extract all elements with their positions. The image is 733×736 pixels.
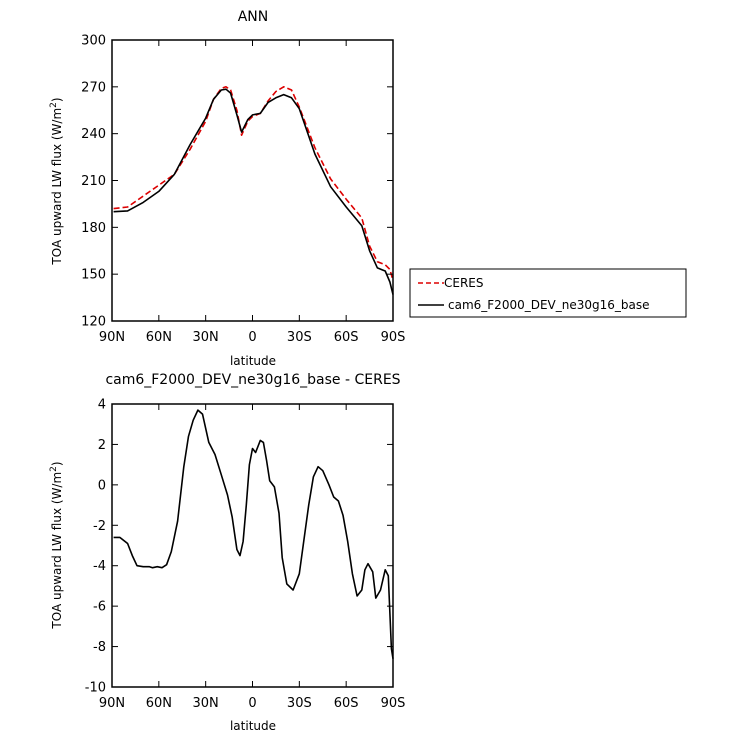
y-tick-label: -8 xyxy=(93,640,106,655)
top-y-ticks: 120 150 180 210 240 270 300 xyxy=(81,34,393,330)
x-tick-label: 30S xyxy=(287,330,312,345)
y-tick-label: 2 xyxy=(98,438,106,453)
series-line-0-0 xyxy=(113,86,394,281)
x-tick-label: 90S xyxy=(381,696,406,711)
y-tick-label: 180 xyxy=(81,221,106,236)
legend-box xyxy=(409,268,687,318)
x-tick-label: 0 xyxy=(248,330,256,345)
x-tick-label: 60S xyxy=(334,330,359,345)
y-tick-label: 150 xyxy=(81,268,106,283)
x-tick-label: 30S xyxy=(287,696,312,711)
top-chart-title: ANN xyxy=(238,9,269,25)
x-tick-label: 90N xyxy=(99,330,125,345)
y-tick-label: 240 xyxy=(81,127,106,142)
y-tick-label: 4 xyxy=(98,398,106,413)
bottom-plot-frame xyxy=(111,403,394,688)
x-tick-label: 0 xyxy=(248,696,256,711)
x-tick-label: 60N xyxy=(146,696,172,711)
series-line-1-0 xyxy=(113,409,394,659)
y-tick-label: -4 xyxy=(93,559,106,574)
y-tick-label: 270 xyxy=(81,80,106,95)
top-panel: ANN 120 150 180 210 240 270 300 90N 60N 30N 0 30S 6… xyxy=(49,9,687,368)
bottom-y-ticks: -10 -8 -6 -4 -2 0 2 4 xyxy=(85,398,393,696)
x-tick-label: 90N xyxy=(99,696,125,711)
x-tick-label: 90S xyxy=(381,330,406,345)
top-series-group xyxy=(113,86,394,295)
x-tick-label: 30N xyxy=(193,696,219,711)
y-tick-label: -6 xyxy=(93,600,106,615)
top-plot-frame xyxy=(111,39,394,322)
top-x-axis-label: latitude xyxy=(230,354,276,368)
top-y-axis-label: TOA upward LW flux (W/m2) xyxy=(49,97,64,265)
bottom-x-ticks: 90N 60N 30N 0 30S 60S 90S xyxy=(99,404,406,711)
x-tick-label: 30N xyxy=(193,330,219,345)
y-tick-label: 210 xyxy=(81,174,106,189)
bottom-chart-title: cam6_F2000_DEV_ne30g16_base - CERES xyxy=(105,372,400,388)
y-tick-label: 300 xyxy=(81,34,106,49)
bottom-x-axis-label: latitude xyxy=(230,719,276,733)
x-tick-label: 60N xyxy=(146,330,172,345)
y-tick-label: -10 xyxy=(85,681,106,696)
legend-label-model: cam6_F2000_DEV_ne30g16_base xyxy=(448,298,650,312)
bottom-panel: cam6_F2000_DEV_ne30g16_base - CERES -10-… xyxy=(49,372,405,733)
y-tick-label: 0 xyxy=(98,478,106,493)
top-legend: CERES cam6_F2000_DEV_ne30g16_base xyxy=(409,268,687,318)
top-x-ticks: 90N 60N 30N 0 30S 60S 90S xyxy=(99,40,406,345)
bottom-y-axis-label: TOA upward LW flux (W/m2) xyxy=(49,461,64,629)
bottom-series-group xyxy=(113,409,394,659)
x-tick-label: 60S xyxy=(334,696,359,711)
y-tick-label: 120 xyxy=(81,315,106,330)
legend-label-ceres: CERES xyxy=(444,276,484,290)
series-line-0-1 xyxy=(113,88,394,295)
y-tick-label: -2 xyxy=(93,519,106,534)
